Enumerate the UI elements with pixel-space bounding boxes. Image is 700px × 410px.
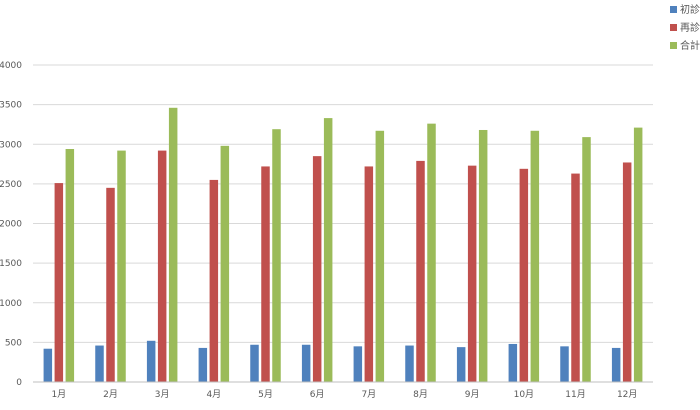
gridlines <box>33 64 653 343</box>
bar-1-10 <box>508 343 518 382</box>
y-tick-label: 1500 <box>0 259 22 269</box>
bar-3-11 <box>582 137 591 382</box>
bar-1-9 <box>456 347 466 382</box>
legend-label: 初診 <box>680 3 700 16</box>
bar-2-8 <box>416 160 425 382</box>
x-tick-label: 11月 <box>565 389 585 400</box>
legend-swatch <box>670 6 677 13</box>
bar-1-7 <box>353 346 363 382</box>
y-tick-label: 3500 <box>0 101 22 111</box>
bar-1-4 <box>198 347 208 382</box>
bar-3-8 <box>427 123 436 383</box>
bar-3-1 <box>65 149 75 382</box>
legend-label: 合計 <box>680 39 700 52</box>
x-axis-tick-labels: 1月 2月 3月 4月 5月 6月 7月 8月 9月 10月 11月 12月 <box>51 389 637 400</box>
bar-2-11 <box>571 173 580 382</box>
bar-3-12 <box>633 127 643 382</box>
bar-3-10 <box>530 130 540 382</box>
legend-label: 再診 <box>680 21 700 34</box>
bar-2-9 <box>467 165 477 382</box>
y-tick-label: 3000 <box>0 140 22 150</box>
bar-3-6 <box>323 118 333 382</box>
x-tick-label: 4月 <box>206 389 221 400</box>
bar-1-12 <box>611 347 621 382</box>
y-tick-label: 0 <box>16 378 22 388</box>
bar-3-9 <box>478 129 488 382</box>
bar-2-12 <box>622 162 632 382</box>
bar-3-5 <box>272 129 281 382</box>
bar-1-1 <box>43 348 53 382</box>
x-tick-label: 8月 <box>413 389 428 400</box>
y-tick-label: 4000 <box>0 61 22 71</box>
y-tick-label: 1000 <box>0 299 22 309</box>
bar-2-4 <box>209 179 219 382</box>
bar-1-2 <box>95 345 104 382</box>
bar-3-3 <box>168 107 178 383</box>
x-tick-label: 7月 <box>361 389 376 400</box>
x-tick-label: 6月 <box>310 389 325 400</box>
bar-3-2 <box>117 150 126 382</box>
x-tick-label: 10月 <box>514 389 534 400</box>
y-tick-label: 2000 <box>0 220 22 230</box>
x-tick-label: 9月 <box>465 389 480 400</box>
bar-2-1 <box>54 183 64 382</box>
x-tick-label: 2月 <box>103 389 118 400</box>
bar-3-7 <box>375 130 385 382</box>
bar-1-5 <box>250 344 259 382</box>
bar-2-2 <box>106 187 115 382</box>
bar-1-8 <box>405 345 414 382</box>
bar-2-7 <box>364 166 374 382</box>
bar-2-5 <box>261 166 270 382</box>
bar-2-3 <box>157 150 167 382</box>
bar-1-3 <box>146 340 156 382</box>
legend-swatch <box>670 42 677 49</box>
y-tick-label: 2500 <box>0 180 22 190</box>
x-tick-label: 1月 <box>51 389 66 400</box>
bar-1-11 <box>560 346 569 382</box>
y-axis-tick-labels: 0 500 1000 1500 2000 2500 3000 3500 4000 <box>0 61 22 388</box>
x-tick-label: 3月 <box>155 389 170 400</box>
bar-2-6 <box>312 156 322 382</box>
bars <box>43 107 643 383</box>
bar-2-10 <box>519 168 529 382</box>
bar-1-6 <box>301 344 311 382</box>
legend-swatch <box>670 24 677 31</box>
bar-3-4 <box>220 145 230 382</box>
x-tick-label: 12月 <box>617 389 637 400</box>
x-tick-label: 5月 <box>258 389 273 400</box>
y-tick-label: 500 <box>5 338 22 348</box>
